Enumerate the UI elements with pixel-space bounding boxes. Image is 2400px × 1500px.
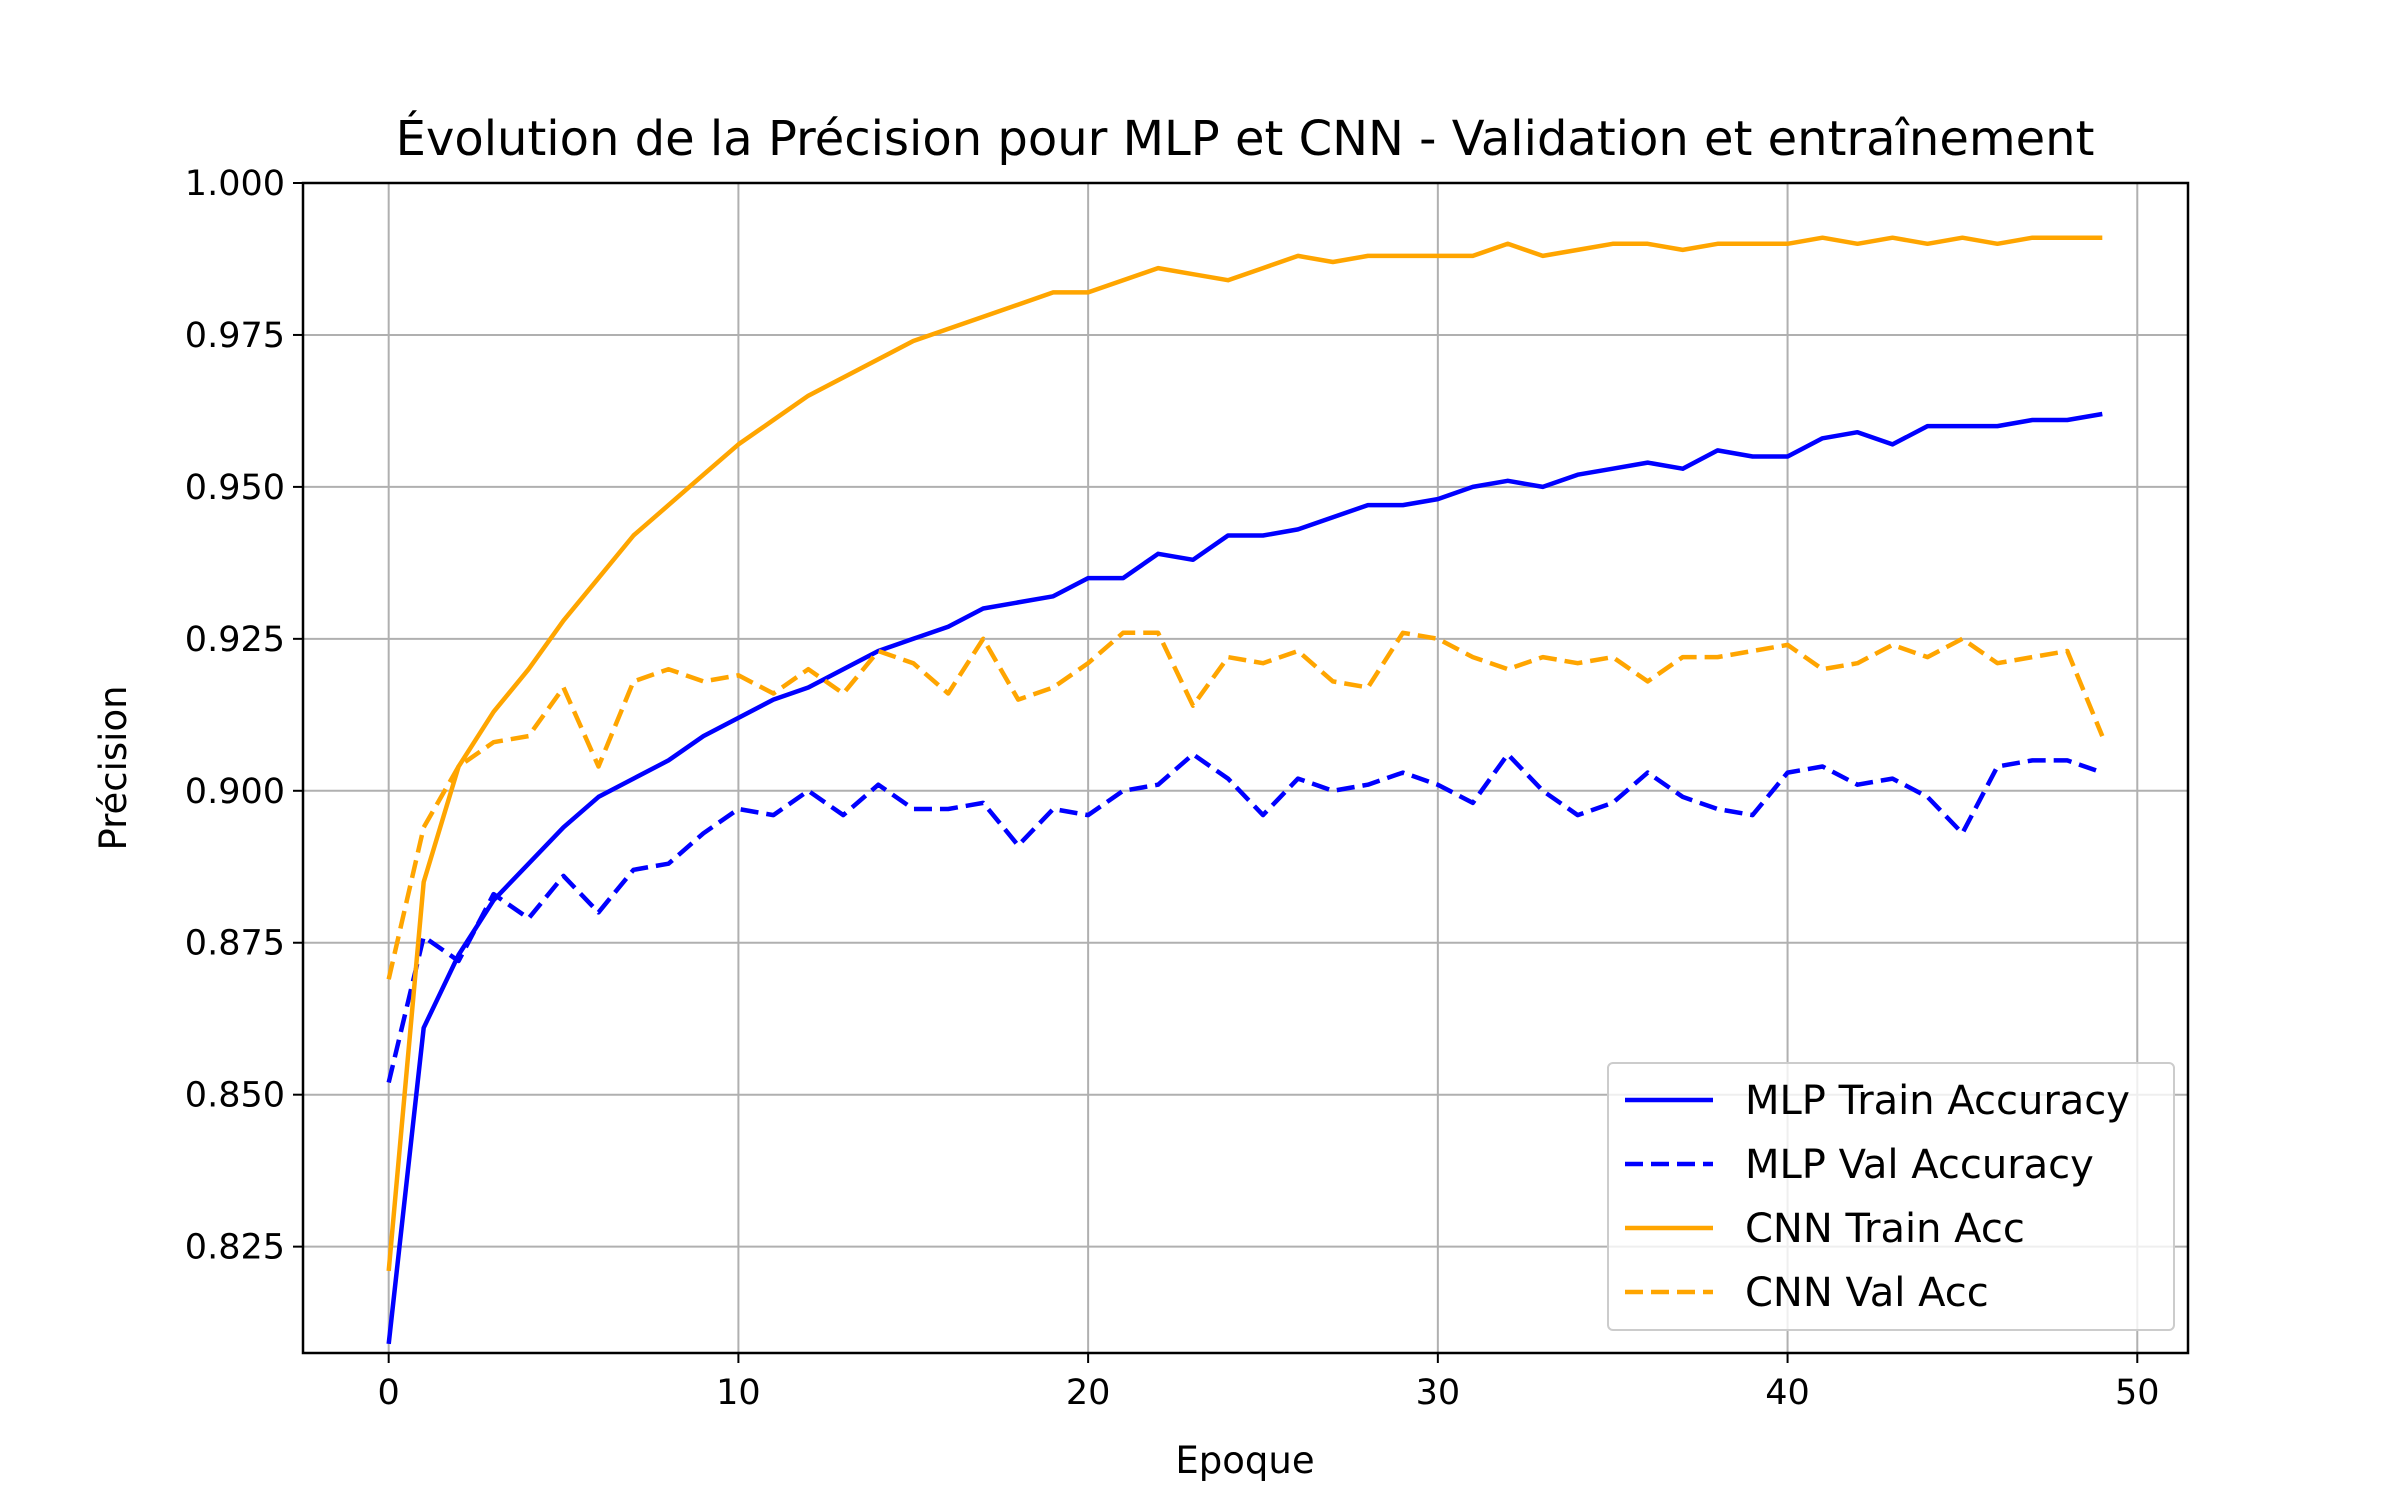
y-tick-label: 0.925 <box>185 620 285 660</box>
y-tick-label: 0.875 <box>185 924 285 964</box>
chart-title: Évolution de la Précision pour MLP et CN… <box>396 110 2095 167</box>
x-axis-ticks: 0 10 20 30 40 50 <box>378 1353 2160 1413</box>
y-tick-label: 0.900 <box>185 772 285 812</box>
y-tick-label: 1.000 <box>185 164 285 204</box>
legend-label-cnn-val: CNN Val Acc <box>1745 1270 1989 1316</box>
y-axis-ticks: 0.825 0.850 0.875 0.900 0.925 0.950 0.975 1.000 <box>185 164 303 1268</box>
series-line-mlp-train <box>386 411 2103 1345</box>
plot-frame <box>301 181 2190 1355</box>
x-tick-label: 30 <box>1416 1373 1461 1413</box>
legend-frame <box>1607 1062 2175 1331</box>
y-tick-label: 0.850 <box>185 1076 285 1116</box>
x-tick-label: 50 <box>2115 1373 2160 1413</box>
legend-label-mlp-train: MLP Train Accuracy <box>1745 1078 2130 1124</box>
legend: MLP Train Accuracy MLP Val Accuracy CNN … <box>1607 1062 2175 1331</box>
series-line-cnn-val <box>386 630 2105 980</box>
series-line-cnn-train <box>386 235 2103 1272</box>
series-lines <box>386 235 2105 1345</box>
y-axis-label: Précision <box>92 685 135 850</box>
x-axis-label: Epoque <box>1175 1439 1314 1482</box>
series-line-mlp-val <box>386 752 2104 1084</box>
legend-label-mlp-val: MLP Val Accuracy <box>1745 1142 2094 1188</box>
y-tick-label: 0.825 <box>185 1228 285 1268</box>
legend-label-cnn-train: CNN Train Acc <box>1745 1206 2025 1252</box>
x-tick-label: 20 <box>1066 1373 1111 1413</box>
y-tick-label: 0.950 <box>185 468 285 508</box>
y-tick-label: 0.975 <box>185 316 285 356</box>
x-tick-label: 0 <box>378 1373 400 1413</box>
x-tick-label: 10 <box>716 1373 761 1413</box>
x-tick-label: 40 <box>1765 1373 1810 1413</box>
